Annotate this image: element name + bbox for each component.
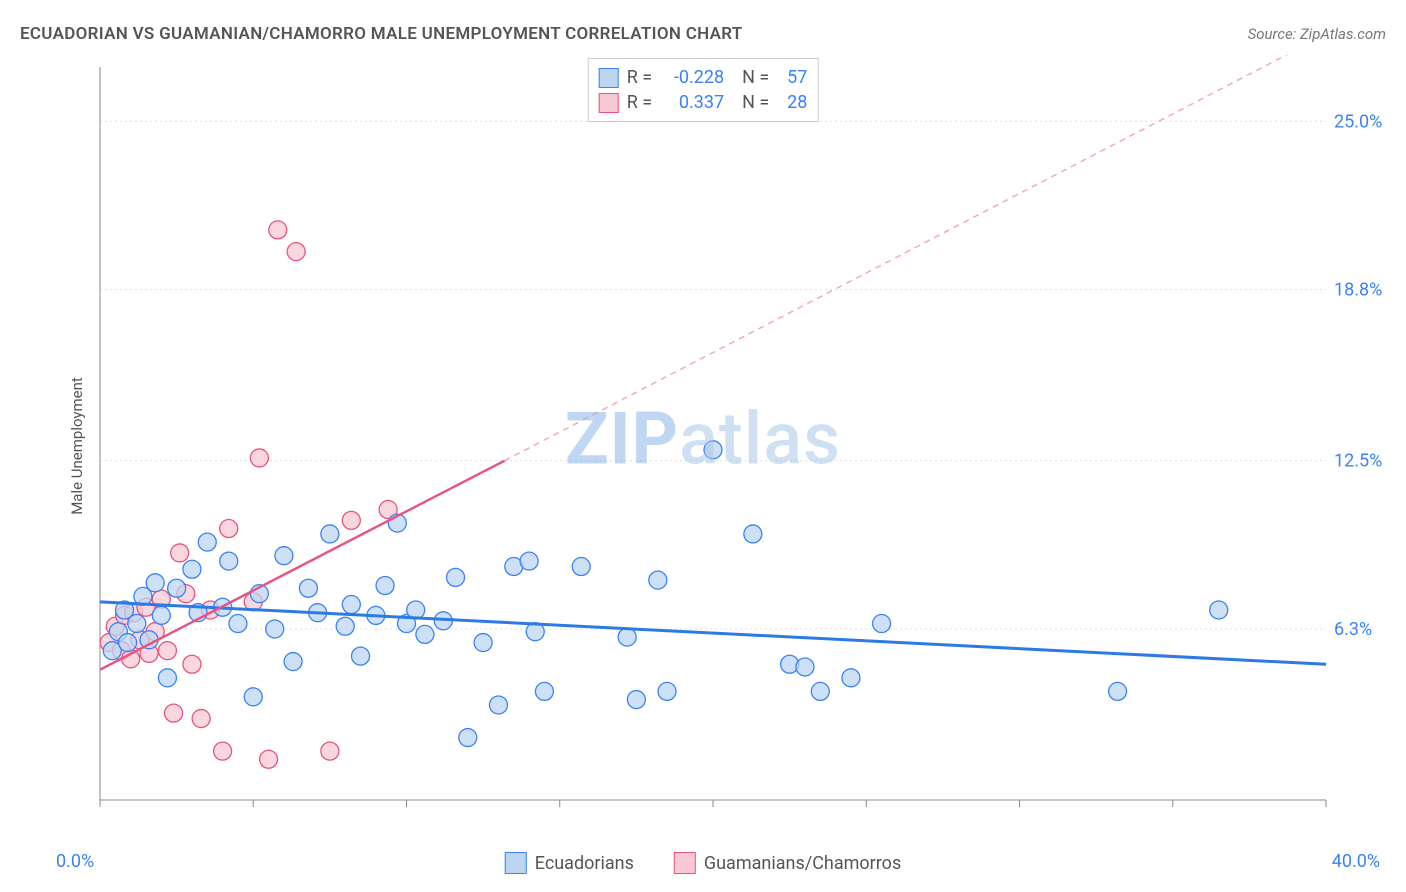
chart-title: ECUADORIAN VS GUAMANIAN/CHAMORRO MALE UN… [20,24,743,44]
source-attribution: Source: ZipAtlas.com [1248,25,1386,43]
stats-row-guamanians: R = 0.337 N = 28 [599,90,808,115]
legend-swatch-ecuadorians [505,852,527,874]
x-axis-max-label: 40.0% [1332,851,1380,872]
chart-area: 6.3% 12.5% 18.8% 25.0% [50,55,1386,837]
x-axis-min-label: 0.0% [56,851,94,872]
svg-text:12.5%: 12.5% [1334,451,1382,472]
legend-swatch-guamanians [674,852,696,874]
svg-text:25.0%: 25.0% [1334,111,1382,132]
scatter-plot-svg: 6.3% 12.5% 18.8% 25.0% [50,55,1386,835]
stats-legend-box: R = -0.228 N = 57 R = 0.337 N = 28 [588,58,819,122]
swatch-ecuadorians [599,68,619,88]
legend-guamanians: Guamanians/Chamorros [674,852,901,874]
svg-text:6.3%: 6.3% [1334,619,1372,640]
stats-row-ecuadorians: R = -0.228 N = 57 [599,65,808,90]
svg-text:18.8%: 18.8% [1334,280,1382,301]
swatch-guamanians [599,93,619,113]
legend-ecuadorians: Ecuadorians [505,852,634,874]
bottom-legend: Ecuadorians Guamanians/Chamorros [505,852,902,874]
